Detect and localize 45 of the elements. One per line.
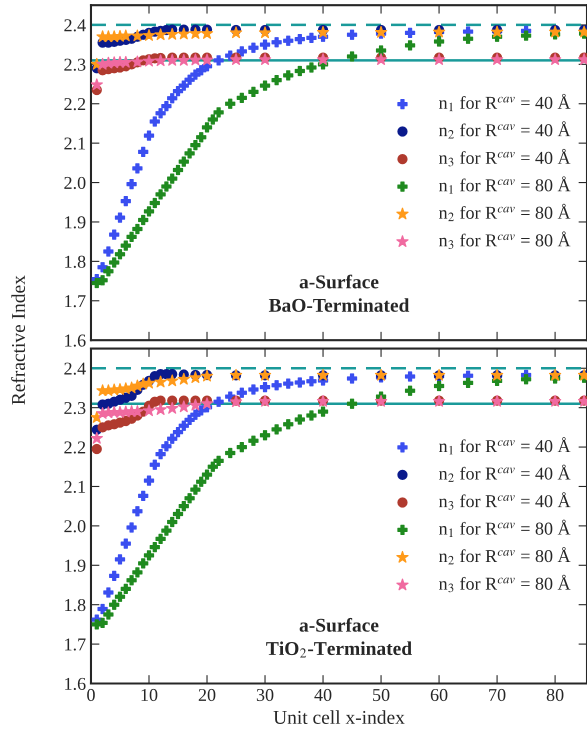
y-axis-title: Refractive Index — [11, 275, 26, 405]
y-tick-label: 1.8 — [65, 256, 86, 268]
annotation: a-Surface — [300, 274, 378, 288]
legend-label: n$_{1}$ for R$^{cav}$ = 40 Å — [439, 94, 570, 112]
x-tick-label: 70 — [489, 688, 506, 702]
y-tick-label: 2.4 — [64, 362, 86, 375]
legend-label: n$_{1}$ for R$^{cav}$ = 80 Å — [439, 520, 570, 537]
legend-label: n$_{2}$ for R$^{cav}$ = 40 Å — [439, 121, 570, 139]
y-tick-label: 2.2 — [64, 98, 86, 110]
y-tick-label: 2.2 — [64, 441, 86, 454]
legend-label: n$_{2}$ for R$^{cav}$ = 40 Å — [439, 464, 570, 482]
annotation: TiO$_{2}$-Terminated — [266, 641, 412, 658]
y-tick-label: 1.6 — [65, 678, 86, 690]
legend-label: n$_{3}$ for R$^{cav}$ = 40 Å — [439, 492, 570, 510]
x-tick-label: 10 — [142, 688, 158, 702]
legend-label: n$_{2}$ for R$^{cav}$ = 80 Å — [439, 204, 570, 222]
legend-label: n$_{3}$ for R$^{cav}$ = 80 Å — [439, 231, 570, 249]
x-axis-title: Unit cell x-index — [274, 710, 405, 724]
y-tick-label: 1.9 — [65, 560, 86, 572]
y-tick-label: 1.6 — [65, 334, 86, 347]
x-tick-label: 50 — [373, 688, 390, 702]
y-tick-label: 2.0 — [64, 520, 86, 532]
y-tick-label: 2.1 — [64, 480, 86, 493]
x-tick-label: 20 — [198, 688, 216, 702]
y-tick-label: 2.3 — [64, 402, 86, 414]
y-tick-label: 2.3 — [64, 58, 86, 71]
x-tick-label: 40 — [314, 688, 332, 702]
y-tick-label: 1.9 — [65, 216, 86, 228]
x-tick-label: 30 — [256, 688, 274, 702]
legend-label: n$_{1}$ for R$^{cav}$ = 40 Å — [439, 437, 570, 454]
legend-label: n$_{1}$ for R$^{cav}$ = 80 Å — [439, 176, 570, 194]
y-tick-label: 2.1 — [64, 137, 86, 150]
y-tick-label: 1.7 — [65, 295, 86, 308]
legend-label: n$_{3}$ for R$^{cav}$ = 80 Å — [439, 574, 570, 592]
legend-label: n$_{3}$ for R$^{cav}$ = 40 Å — [439, 148, 570, 166]
legend-label: n$_{2}$ for R$^{cav}$ = 80 Å — [439, 547, 570, 564]
y-tick-label: 1.7 — [65, 638, 86, 651]
x-tick-label: 80 — [546, 688, 564, 702]
y-tick-label: 2.4 — [64, 19, 86, 32]
annotation: BaO-Terminated — [268, 298, 410, 312]
annotation: a-Surface — [300, 618, 378, 632]
x-tick-label: 0 — [87, 688, 95, 702]
y-tick-label: 2.0 — [64, 176, 86, 190]
x-tick-label: 60 — [430, 688, 448, 702]
y-tick-label: 1.8 — [65, 598, 86, 612]
